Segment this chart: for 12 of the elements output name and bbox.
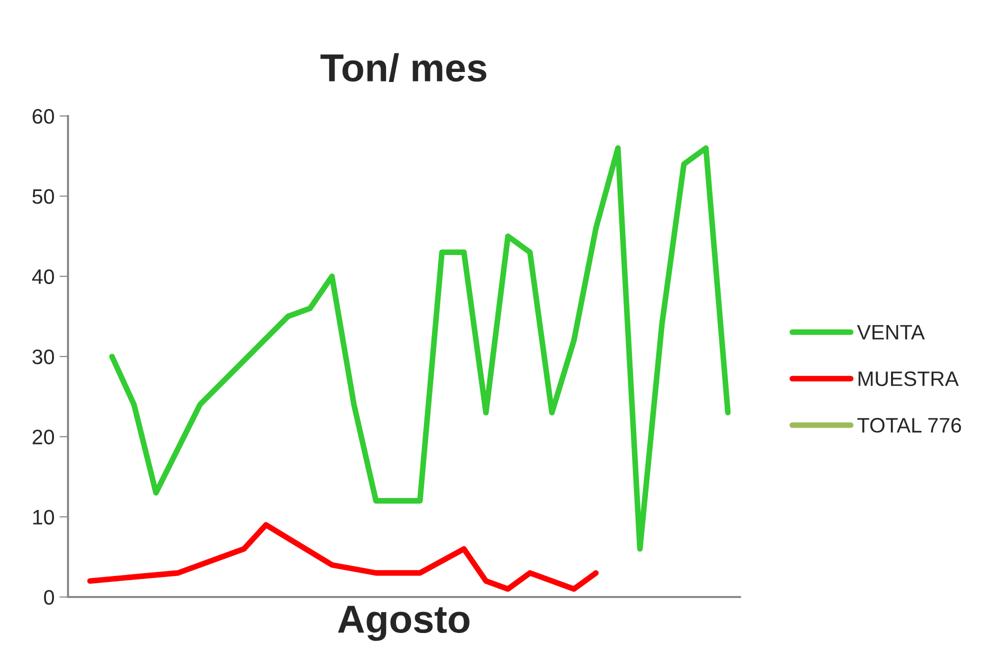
legend-label: TOTAL 776 bbox=[857, 418, 962, 433]
y-tick-label: 30 bbox=[32, 350, 54, 364]
y-tick-label: 60 bbox=[32, 109, 54, 124]
legend-label: VENTA bbox=[857, 325, 925, 340]
y-tick-label: 50 bbox=[32, 189, 54, 204]
y-tick-label: 10 bbox=[33, 510, 54, 525]
legend-label: MUESTRA bbox=[858, 371, 959, 386]
y-tick-label: 20 bbox=[32, 430, 54, 444]
chart-title: Ton/ mes bbox=[320, 53, 486, 82]
y-tick-label: 40 bbox=[32, 269, 54, 284]
y-tick-label: 0 bbox=[44, 590, 54, 605]
x-axis-title: Agosto bbox=[338, 606, 470, 641]
